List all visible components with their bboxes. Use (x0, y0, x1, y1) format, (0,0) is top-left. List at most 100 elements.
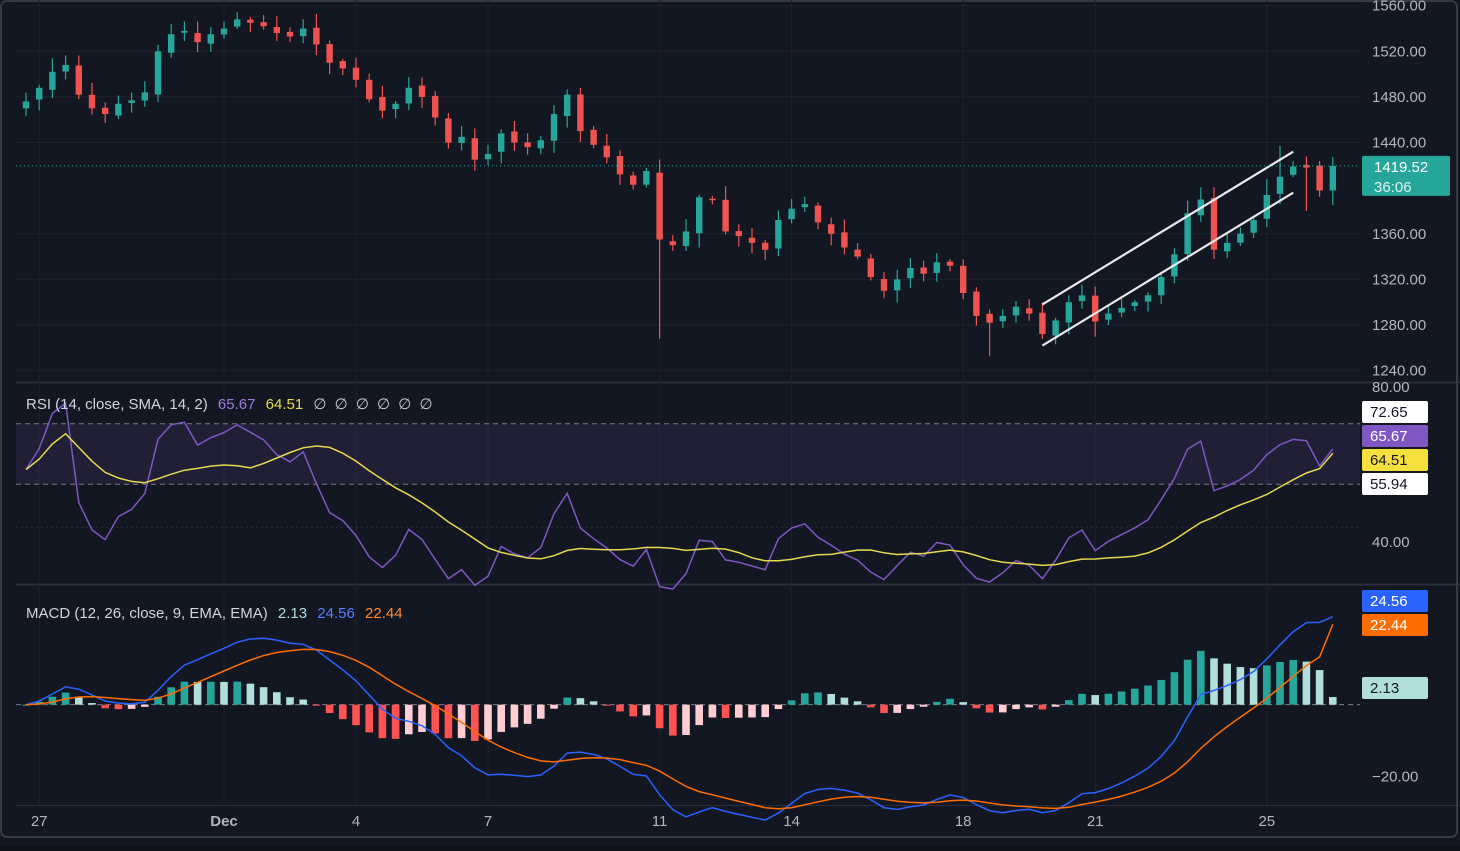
candle-body (814, 205, 822, 223)
candle-body (220, 28, 228, 35)
macd-histogram-bar (1117, 691, 1126, 705)
candle-body (537, 140, 544, 149)
candle-body (762, 242, 769, 250)
price-tick-label: 1520.00 (1372, 43, 1426, 60)
macd-tick-neg20: −20.00 (1372, 768, 1418, 785)
candle-body (1276, 176, 1284, 194)
macd-histogram-bar (141, 704, 149, 707)
time-tick-label: Dec (210, 813, 238, 830)
candle-body (128, 100, 135, 103)
price-tick-label: 1240.00 (1372, 363, 1426, 380)
macd-histogram-bar (906, 704, 915, 710)
macd-histogram-bar (1210, 658, 1218, 705)
last-price-badge (1362, 155, 1450, 196)
macd-histogram-bar (735, 704, 743, 718)
candle-body (1131, 302, 1138, 307)
time-tick-label: 14 (783, 813, 800, 830)
macd-histogram-bar (299, 699, 307, 705)
macd-hist-badge (1362, 677, 1428, 699)
macd-histogram-bar (603, 704, 611, 706)
macd-histogram-bar (880, 704, 888, 714)
candle-body (471, 138, 478, 160)
macd-histogram-bar (550, 704, 558, 709)
macd-histogram-bar (1025, 704, 1033, 708)
macd-histogram-bar (1104, 693, 1113, 705)
candle-body (603, 145, 610, 158)
macd-histogram-bar (1065, 700, 1073, 705)
price-tick-label: 1480.00 (1372, 89, 1426, 106)
macd-histogram-bar (471, 704, 479, 741)
macd-histogram-bar (708, 704, 717, 718)
candle-body (115, 103, 122, 116)
macd-histogram-bar (721, 704, 730, 718)
macd-histogram-bar (774, 704, 783, 710)
macd-histogram-bar (1197, 650, 1205, 705)
candle-body (986, 313, 993, 323)
macd-histogram-bar (273, 692, 281, 705)
candle-body (458, 136, 465, 143)
macd-histogram-bar (193, 681, 202, 705)
macd-histogram-bar (246, 683, 255, 705)
macd-histogram-bar (985, 704, 994, 713)
macd-histogram-bar (484, 704, 492, 740)
candle-body (920, 267, 927, 274)
candle-body (524, 142, 531, 148)
macd-histogram-bar (431, 704, 439, 734)
macd-histogram-bar (1091, 695, 1099, 705)
macd-histogram-bar (167, 687, 175, 705)
macd-histogram-bar (814, 692, 822, 705)
macd-histogram-bar (233, 681, 241, 705)
macd-histogram-bar (88, 703, 96, 705)
candle-body (1144, 295, 1152, 302)
candle-body (181, 30, 188, 33)
candle-body (300, 28, 307, 37)
candle-body (1118, 307, 1125, 313)
rsi-upper-badge-label: 72.65 (1370, 404, 1408, 421)
candle-body (907, 267, 914, 279)
candle-body (590, 129, 597, 145)
last-price-label: 1419.52 (1374, 159, 1428, 176)
candle-body (49, 71, 56, 90)
macd-legend-signal: 22.44 (365, 605, 403, 622)
macd-histogram-bar (339, 704, 347, 720)
candle-body (696, 197, 703, 234)
macd-histogram-bar (325, 704, 334, 714)
rsi-value-badge-label: 65.67 (1370, 428, 1408, 445)
candle-body (234, 19, 241, 27)
macd-histogram-bar (1276, 661, 1284, 705)
rsi-upper-badge (1362, 401, 1428, 423)
candle-body (682, 231, 690, 247)
candle-body (735, 231, 742, 237)
time-tick-label: 18 (955, 813, 972, 830)
macd-histogram-bar (655, 704, 664, 729)
price-tick-label: 1320.00 (1372, 271, 1426, 288)
macd-histogram-bar (378, 704, 387, 739)
candle-body (854, 249, 861, 257)
rsi-lower-badge-label: 55.94 (1370, 476, 1408, 493)
candle-body (748, 237, 756, 243)
rsi-line (25, 401, 1334, 590)
macd-histogram-bar (972, 704, 981, 709)
rsi-tick-80: 80.00 (1372, 379, 1410, 396)
macd-histogram-bar (1170, 672, 1179, 705)
candle-body (194, 33, 201, 43)
candle-body (88, 94, 96, 109)
macd-histogram-bar (695, 704, 703, 726)
candle-body (616, 156, 624, 175)
macd-histogram-bar (220, 681, 228, 705)
macd-histogram-bar (1263, 665, 1271, 705)
candle-body (207, 34, 214, 44)
candle-body (405, 87, 412, 104)
candle-body (432, 95, 439, 118)
price-tick-label: 1440.00 (1372, 135, 1426, 152)
macd-histogram-bar (642, 704, 651, 716)
macd-histogram-bar (787, 700, 796, 705)
candle-body (788, 208, 795, 220)
candle-body (1290, 166, 1297, 175)
candle-body (1303, 164, 1310, 168)
candle-body (498, 133, 505, 152)
macd-histogram-bar (801, 693, 809, 705)
candle-body (392, 103, 399, 110)
